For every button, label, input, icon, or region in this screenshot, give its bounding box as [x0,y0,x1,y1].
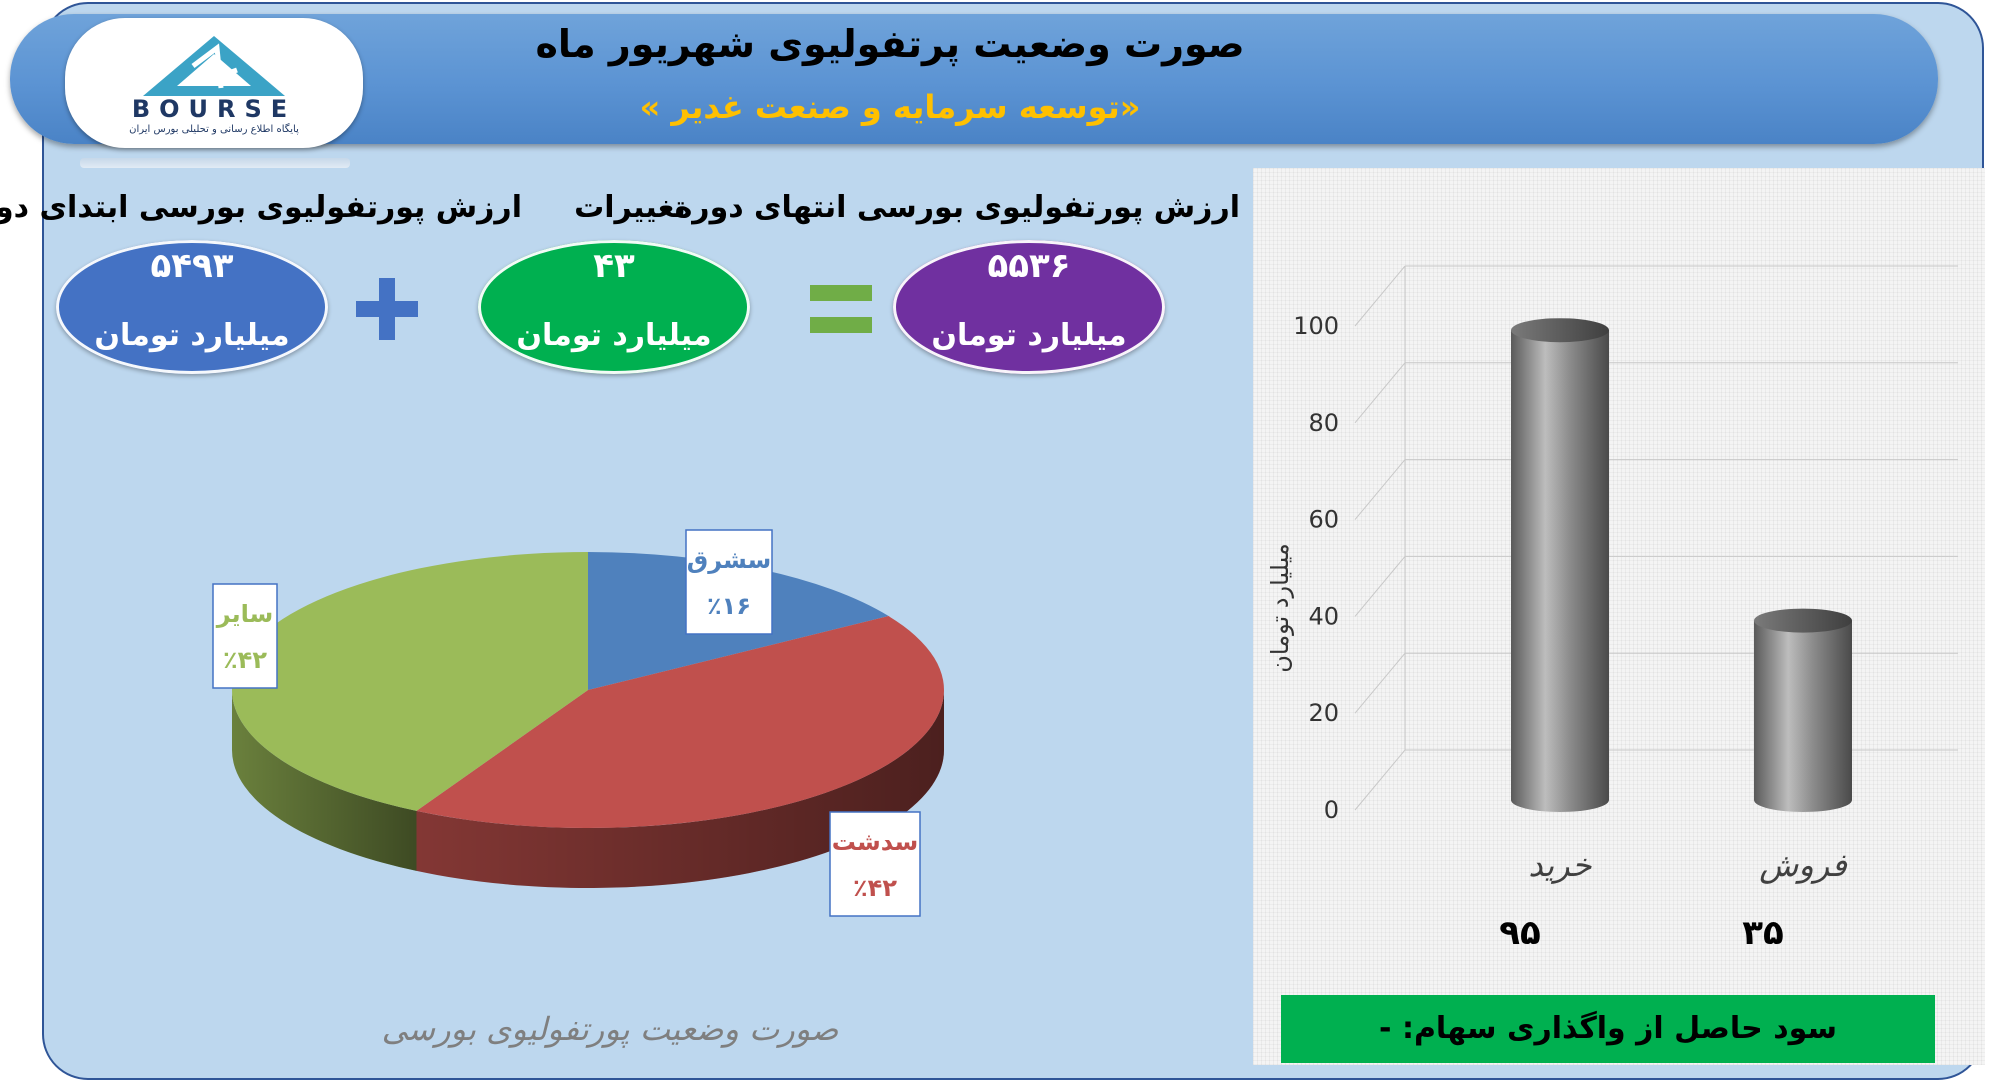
bar-ytick-3: 60 [1308,506,1339,534]
profit-banner: سود حاصل از واگذاری سهام: - [1281,995,1935,1063]
bar-value-label-0: ۹۵ [1499,913,1541,953]
bar-ytick-0: 0 [1324,796,1339,824]
end-value-unit: میلیارد تومان [931,318,1127,353]
pie-label-value-2: ٪۴۲ [223,646,267,674]
bar-ytick-1: 20 [1308,699,1339,727]
company-subtitle: «توسعه سرمایه و صنعت غدیر » [639,88,1141,126]
bar-ytick-4: 80 [1308,409,1339,437]
change-value-oval: ۴۳ میلیارد تومان [478,240,750,374]
bar-gridline-side-1 [1354,652,1406,714]
pie-side-shade-2 [232,690,417,871]
pie-label-name-1: سدشت [832,828,918,856]
start-value-oval: ۵۴۹۳ میلیارد تومان [56,240,328,374]
start-value: ۵۴۹۳ [150,246,234,286]
bar-1 [1754,620,1852,812]
end-value-oval: ۵۵۳۶ میلیارد تومان [893,240,1165,374]
start-value-label: ارزش پورتفولیوی بورسی ابتدای دوره [0,190,522,225]
change-value-unit: میلیارد تومان [516,318,712,353]
pie-chart-title: صورت وضعیت پورتفولیوی بورسی [381,1010,839,1048]
bar-0 [1511,330,1609,812]
bar-gridline-side-2 [1354,556,1406,617]
pie-label-name-2: سایر [216,600,274,628]
logo-caption-strip [80,158,350,168]
bar-gridline-side-0 [1354,749,1406,811]
start-value-unit: میلیارد تومان [94,318,290,353]
change-label: تغییرات [574,190,686,225]
bar-gridline-side-3 [1354,459,1406,520]
bar-top-0 [1511,318,1609,343]
pie-label-box-1 [829,811,921,917]
pie-slice-2 [232,552,588,811]
bar-value-label-1: ۳۵ [1742,913,1784,953]
pie-label-value-0: ٪۱۶ [707,592,751,620]
pie-label-box-0 [685,529,773,635]
equals-sign-icon [810,285,872,333]
pie-label-box-2 [212,583,278,689]
end-value-label: ارزش پورتفولیوی بورسی انتهای دوره [674,190,1240,225]
bar-ytick-2: 40 [1308,602,1339,630]
end-value: ۵۵۳۶ [987,246,1071,286]
bar-category-0: خرید [1528,846,1591,884]
portfolio-pie-chart: سشرق ٪۱۶ سدشت ٪۴۲ سایر ٪۴۲ [212,529,945,917]
plus-sign-icon [356,278,418,340]
bar-gridline-side-5 [1354,265,1406,327]
change-value: ۴۳ [593,246,635,286]
bar-category-1: فروش [1759,846,1847,884]
bar-top-1 [1754,608,1852,633]
bar-y-axis-label: میلیارد تومان [1266,543,1294,672]
page-title: صورت وضعیت پرتفولیوی شهریور ماه [535,22,1245,66]
logo-tagline-text: پایگاه اطلاع رسانی و تحلیلی بورس ایران [129,123,299,135]
pie-label-value-1: ٪۴۲ [853,874,897,902]
pie-side-shade-1 [416,690,944,888]
bar-chart-panel [1253,168,1985,1065]
bar-gridline-side-4 [1354,362,1406,424]
buy-sell-bar-chart: 0 20 40 60 80 100 خرید ۹۵ فروش ۳۵ میلیارد تومان [1266,265,1958,953]
pie-label-name-0: سشرق [687,546,771,574]
bar-ytick-5: 100 [1293,312,1339,340]
pie-slice-1 [416,616,945,828]
bourse-logo: BOURSE پایگاه اطلاع رسانی و تحلیلی بورس … [65,18,363,148]
logo-brand-text: BOURSE [132,95,296,123]
